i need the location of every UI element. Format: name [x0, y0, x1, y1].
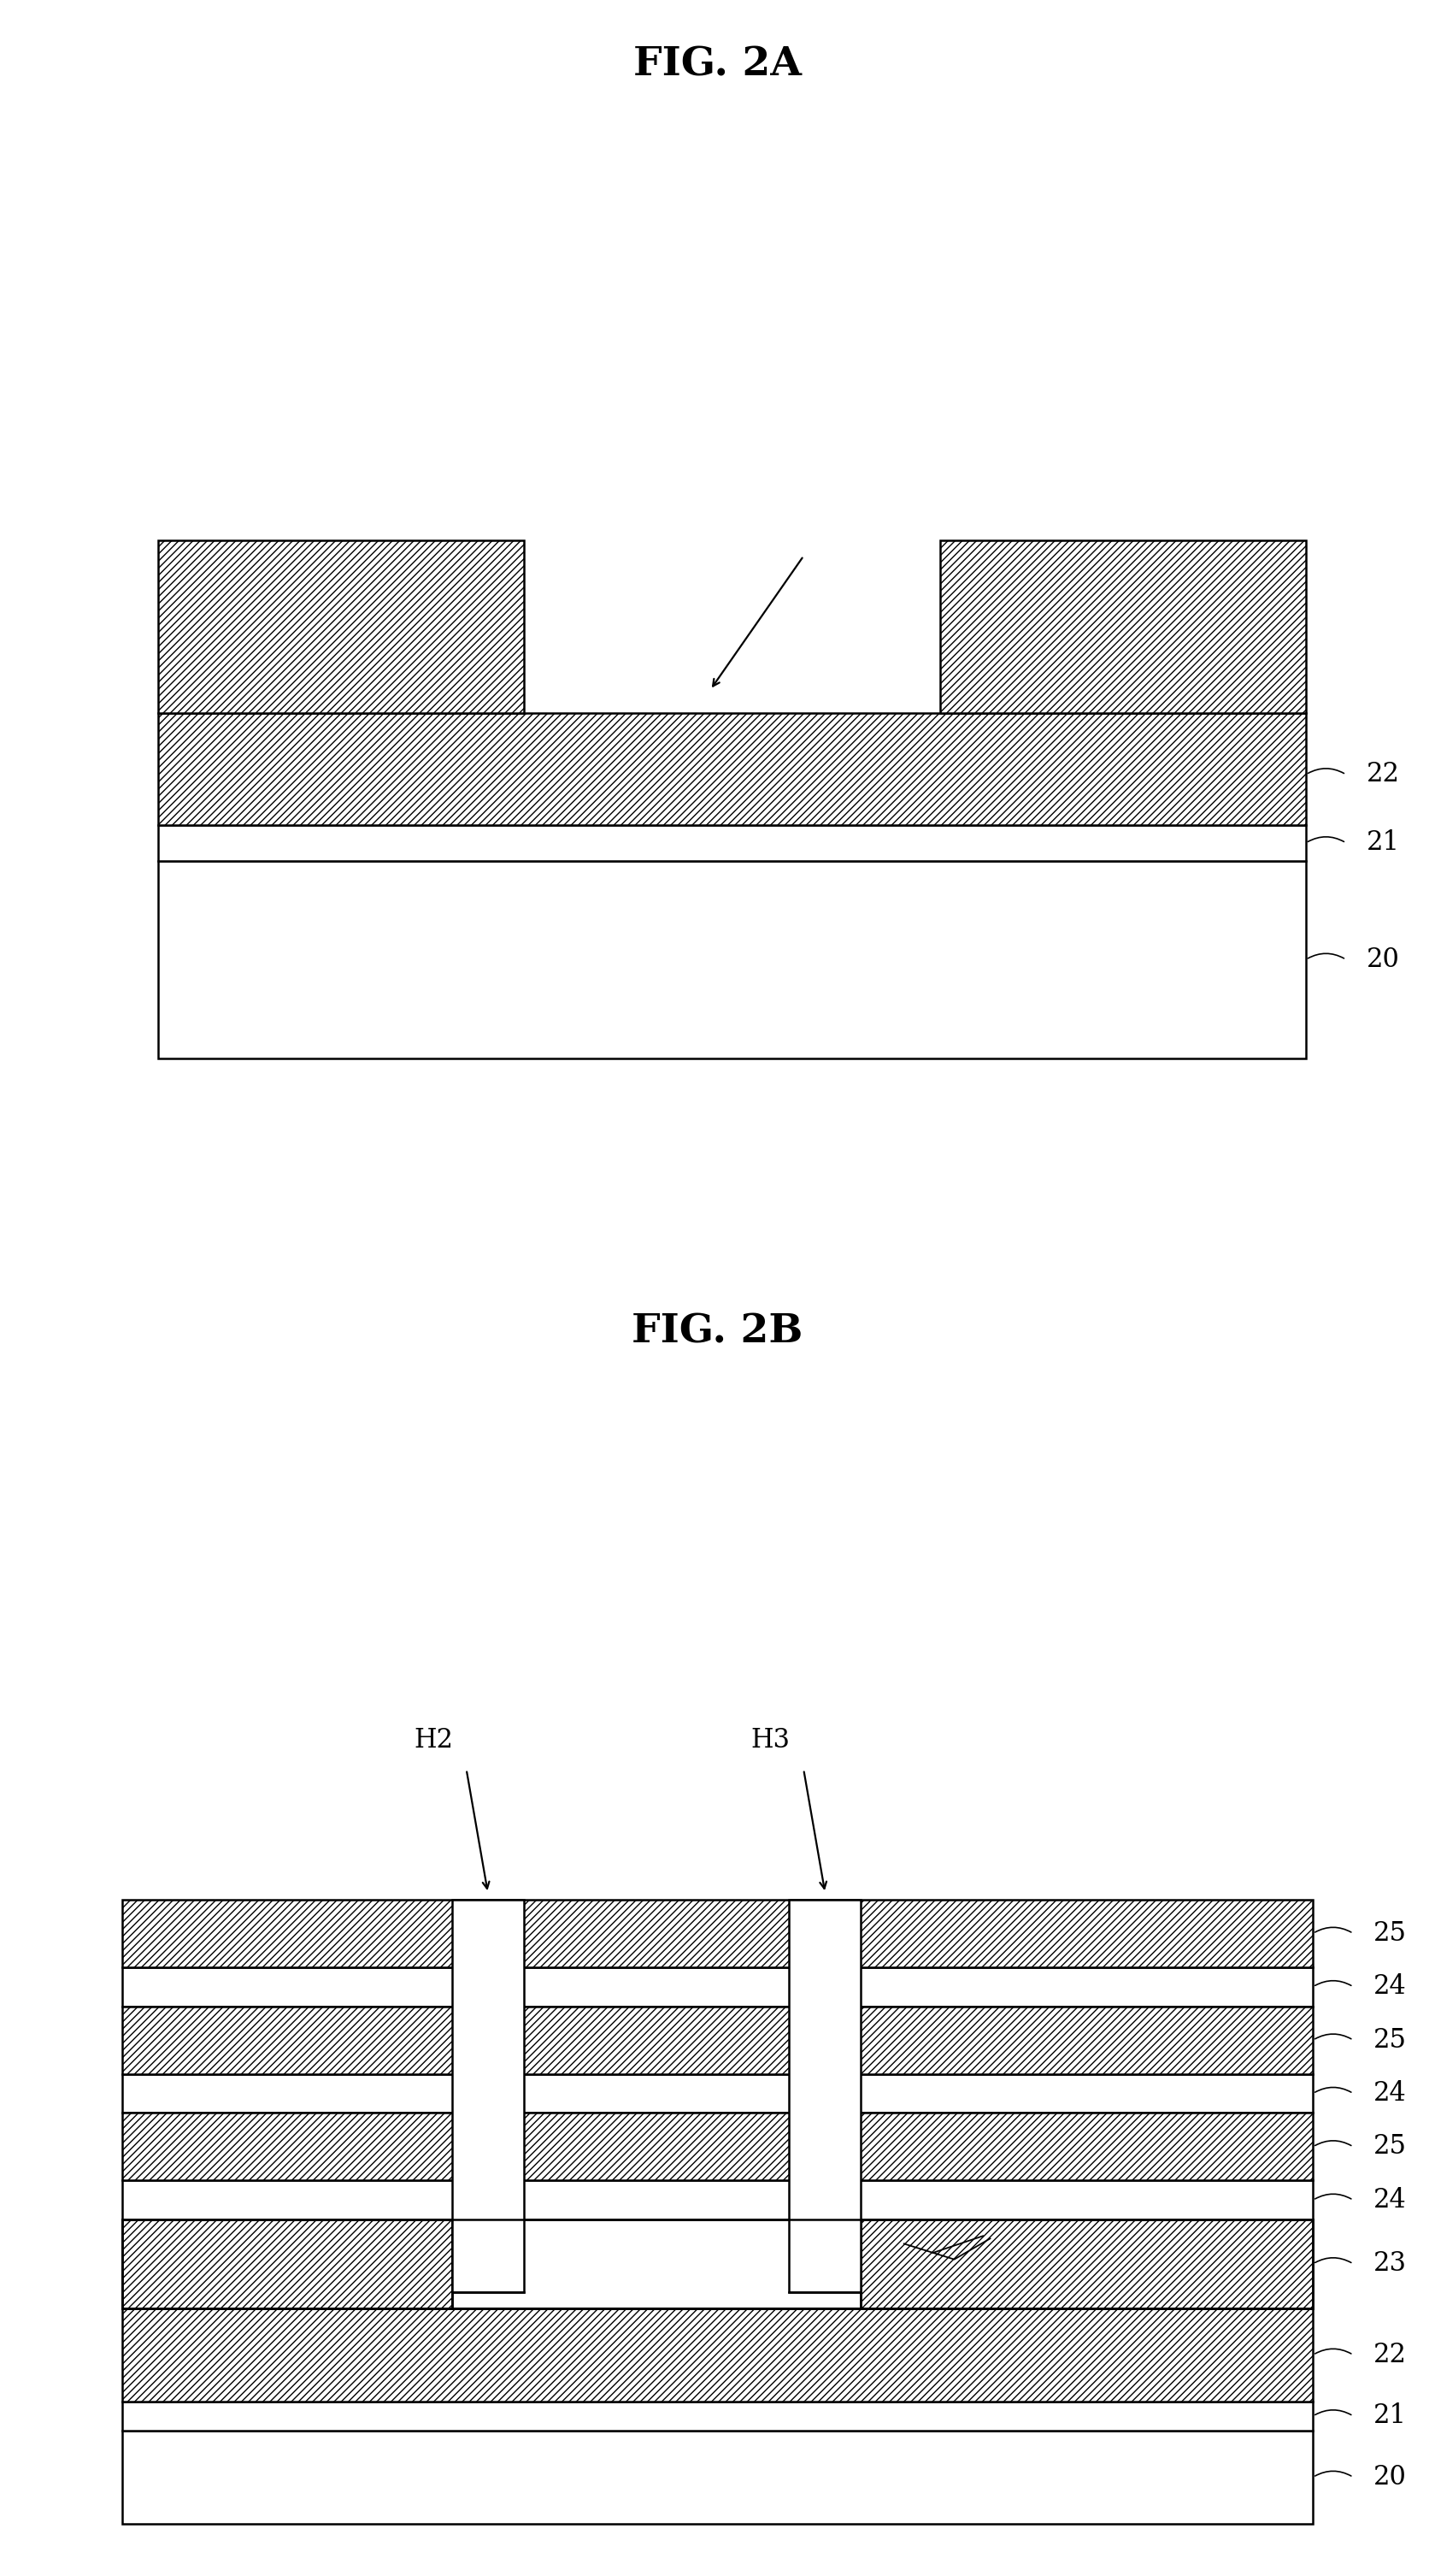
Bar — [122, 2074, 1313, 2112]
Text: 22: 22 — [1366, 762, 1399, 788]
Bar — [122, 2007, 1313, 2074]
Bar — [158, 714, 1306, 824]
Bar — [158, 824, 1306, 860]
Bar — [122, 2429, 1313, 2524]
Bar — [122, 1968, 1313, 2007]
Bar — [122, 1899, 1313, 1968]
Bar — [158, 541, 524, 714]
Text: 20: 20 — [1366, 945, 1399, 974]
Text: 21: 21 — [1373, 2403, 1406, 2429]
Text: 24: 24 — [1373, 2081, 1406, 2107]
Bar — [940, 541, 1306, 714]
Text: 21: 21 — [1366, 829, 1399, 855]
Text: 25: 25 — [1373, 2133, 1406, 2159]
Bar — [452, 2221, 861, 2308]
Text: 22: 22 — [1373, 2342, 1406, 2367]
Text: 24: 24 — [1373, 2187, 1406, 2213]
Bar — [861, 2221, 1313, 2308]
Bar — [452, 1899, 524, 2293]
Bar — [122, 2179, 1313, 2221]
Text: FIG. 2A: FIG. 2A — [633, 44, 802, 85]
Text: 20: 20 — [1373, 2463, 1406, 2491]
Bar — [122, 2401, 1313, 2429]
Bar — [122, 2221, 452, 2308]
Text: 25: 25 — [1373, 1919, 1406, 1947]
Text: 25: 25 — [1373, 2027, 1406, 2053]
Text: FIG. 2B: FIG. 2B — [631, 1311, 804, 1350]
Text: 23: 23 — [1373, 2251, 1406, 2277]
Text: 24: 24 — [1373, 1973, 1406, 1999]
Bar — [122, 2112, 1313, 2179]
Bar — [122, 2308, 1313, 2401]
Text: H3: H3 — [751, 1728, 791, 1754]
Text: H2: H2 — [413, 1728, 453, 1754]
Bar — [789, 1899, 861, 2293]
Bar — [122, 2221, 1313, 2308]
Bar — [158, 860, 1306, 1059]
